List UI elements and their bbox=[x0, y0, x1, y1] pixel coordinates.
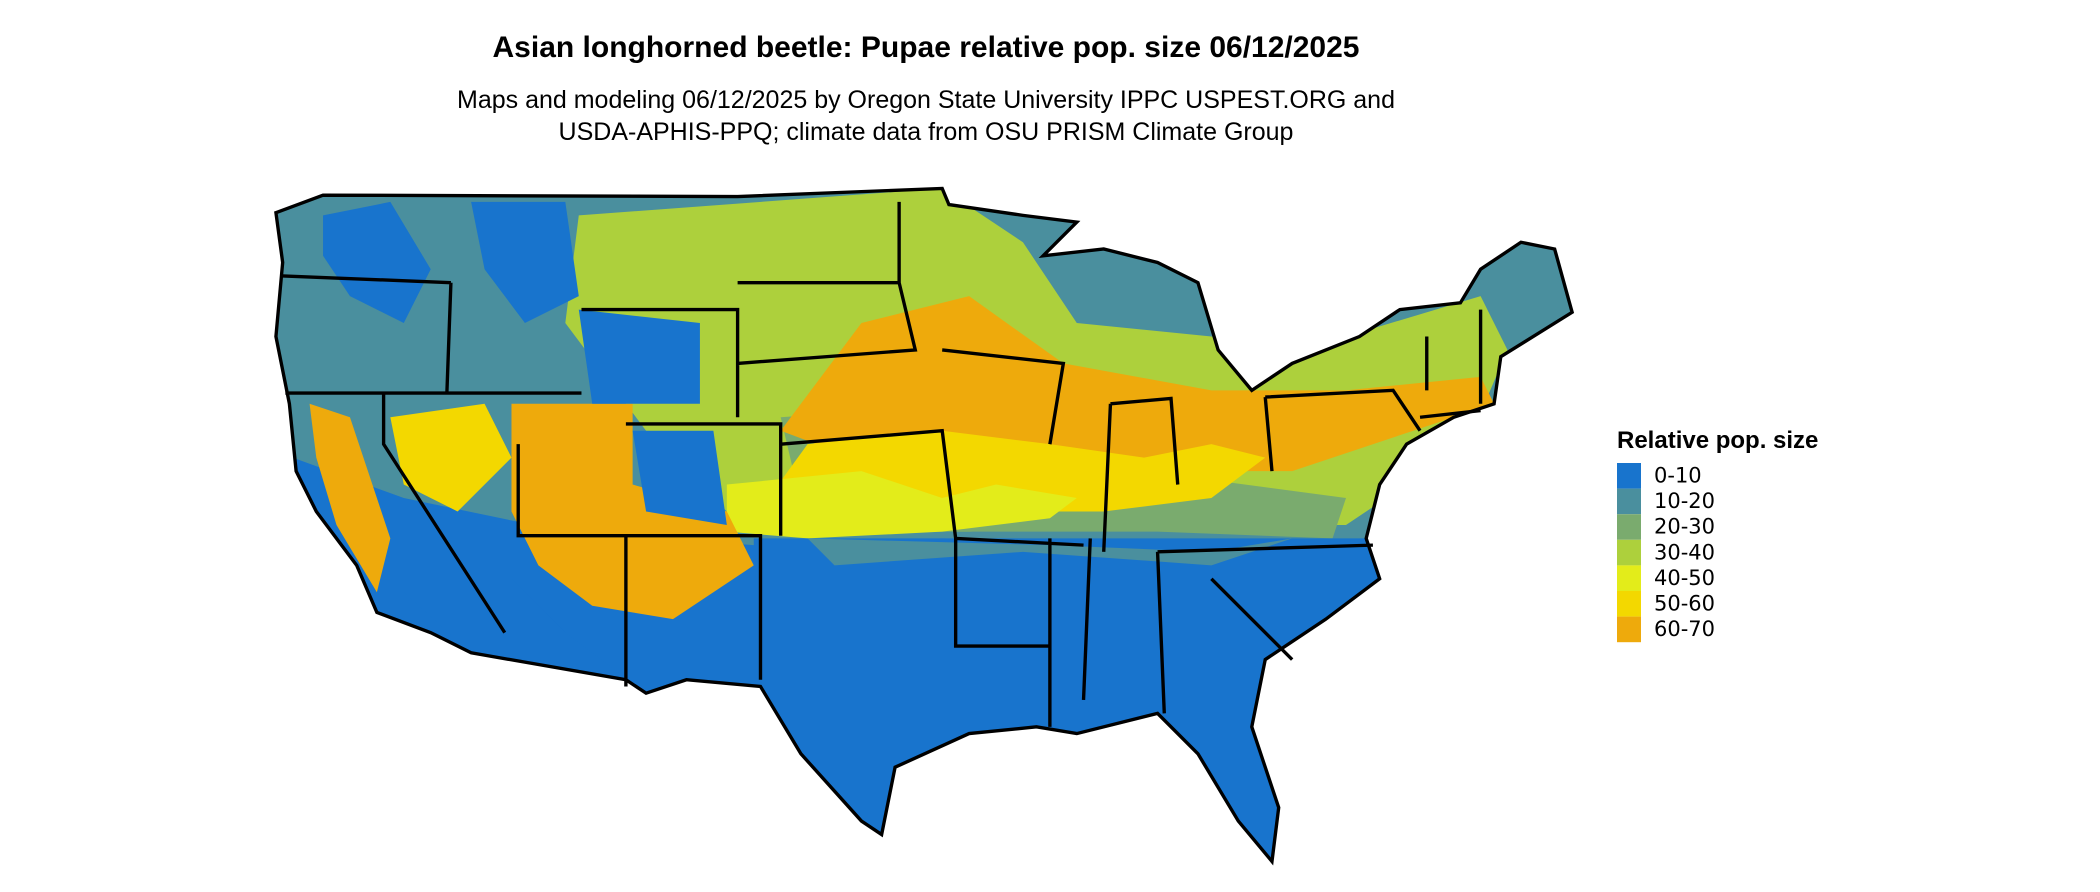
map bbox=[274, 186, 1574, 864]
legend-swatch bbox=[1617, 539, 1641, 566]
subtitle: USDA-APHIS-PPQ; climate data from OSU PR… bbox=[559, 118, 1294, 146]
zone bbox=[726, 471, 1077, 539]
legend-label: 40-50 bbox=[1654, 566, 1715, 590]
legend-swatch bbox=[1617, 591, 1641, 617]
legend-swatch bbox=[1617, 514, 1641, 540]
legend-swatch bbox=[1617, 463, 1641, 489]
legend-label: 30-40 bbox=[1654, 540, 1715, 564]
zone bbox=[511, 403, 754, 620]
legend-label: 60-70 bbox=[1654, 617, 1715, 641]
legend-swatch bbox=[1617, 488, 1641, 515]
map-fill bbox=[275, 188, 1573, 862]
zone bbox=[390, 403, 512, 512]
state-borders bbox=[274, 186, 1574, 864]
title: Asian longhorned beetle: Pupae relative … bbox=[493, 31, 1360, 64]
legend-swatch bbox=[1617, 565, 1641, 591]
zone bbox=[780, 296, 1495, 472]
legend-label: 20-30 bbox=[1654, 515, 1715, 539]
legend-label: 50-60 bbox=[1654, 592, 1715, 616]
state-lines bbox=[282, 201, 1483, 727]
legend-swatch bbox=[1617, 616, 1641, 643]
legend-title: Relative pop. size bbox=[1617, 427, 1818, 454]
subtitle: Maps and modeling 06/12/2025 by Oregon S… bbox=[457, 86, 1395, 114]
legend-label: 0-10 bbox=[1654, 464, 1702, 488]
zone bbox=[309, 403, 391, 593]
legend-label: 10-20 bbox=[1654, 489, 1715, 513]
